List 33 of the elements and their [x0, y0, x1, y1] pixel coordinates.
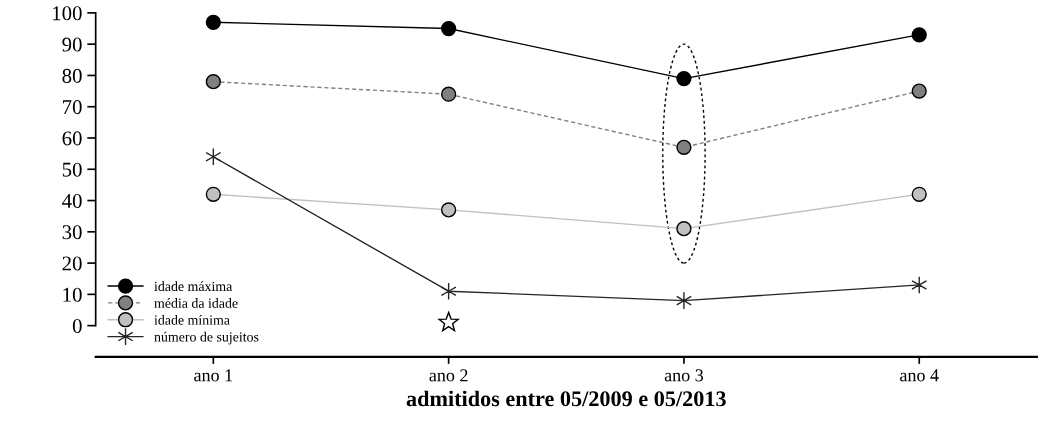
legend-label: número de sujeitos [154, 331, 259, 345]
point [676, 221, 692, 237]
x-axis-title: admitidos entre 05/2009 e 05/2013 [406, 390, 726, 407]
point [205, 74, 221, 90]
y-tick-label: 60 [62, 131, 82, 146]
point [911, 186, 927, 202]
point [440, 202, 457, 218]
y-tick-label: 10 [63, 287, 82, 302]
y-tick-label: 70 [63, 100, 82, 115]
x-tick-label: ano 2 [429, 369, 468, 382]
point [911, 83, 927, 99]
point [676, 70, 692, 87]
y-tick-label: 50 [62, 162, 82, 177]
point [676, 139, 692, 156]
y-tick-label: 0 [72, 319, 82, 334]
y-tick-label: 100 [53, 6, 82, 21]
x-tick-label: ano 1 [194, 369, 233, 382]
y-tick-label: 30 [62, 225, 82, 240]
legend-label: idade máxima [154, 281, 233, 292]
y-tick-label: 40 [62, 193, 82, 208]
point [205, 14, 221, 30]
x-tick-label: ano 4 [900, 369, 939, 382]
x-tick-label: ano 3 [664, 369, 704, 382]
point [440, 20, 457, 37]
y-tick-label: 80 [62, 68, 82, 83]
point [440, 86, 457, 102]
legend-label: média da idade [154, 298, 238, 308]
point [911, 27, 927, 43]
legend-label: idade mínima [154, 314, 230, 325]
point [205, 186, 221, 202]
y-tick-label: 90 [62, 37, 82, 52]
point [676, 291, 692, 310]
y-tick-label: 20 [62, 256, 82, 271]
